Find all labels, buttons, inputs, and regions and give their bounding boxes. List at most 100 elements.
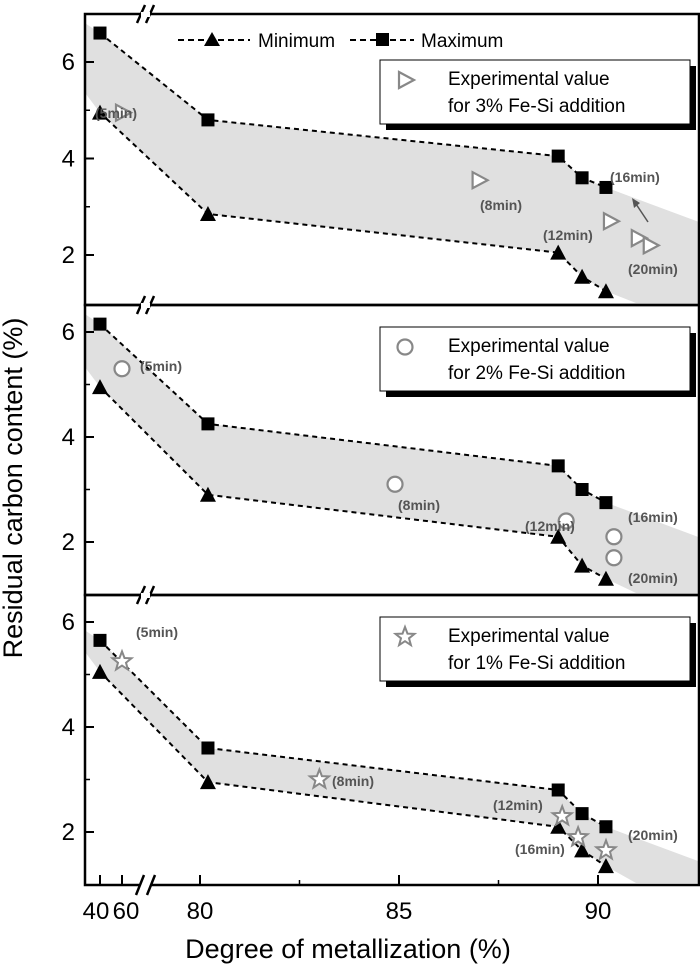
experimental-marker-middle-1 (386, 475, 404, 493)
experimental-label-middle-0: (5min) (140, 358, 182, 374)
experimental-label-bottom-4: (20min) (628, 827, 678, 843)
minimum-marker-middle-4 (597, 570, 614, 586)
maximum-marker-top-2 (551, 149, 565, 163)
annotation-arrow-line (635, 203, 649, 223)
maximum-marker-middle-3 (575, 483, 589, 496)
minimum-marker-top-0 (92, 104, 108, 120)
panel-frame-bottom (83, 593, 700, 887)
y-tick-label-top-4: 4 (62, 146, 75, 173)
legend-line1-middle: Experimental value (448, 336, 610, 357)
y-tick-label-middle-6: 6 (62, 319, 75, 346)
experimental-marker-top-2 (602, 211, 622, 232)
x-tick-label-0: 40 (83, 898, 110, 925)
experimental-marker-top-1 (471, 170, 490, 191)
band-top (85, 23, 700, 303)
experimental-label-bottom-0: (5min) (136, 624, 178, 640)
maximum-marker-bottom-0 (93, 633, 107, 647)
band-middle (85, 314, 700, 593)
maximum-marker-top-0 (93, 26, 107, 40)
legend-box-middle (379, 326, 691, 392)
experimental-marker-bottom-0 (109, 648, 135, 672)
legend-line2-top: for 3% Fe-Si addition (448, 96, 625, 117)
y-tick-label-middle-2: 2 (62, 529, 75, 556)
maximum-marker-bottom-1 (201, 741, 215, 755)
series-markers (92, 26, 662, 874)
experimental-marker-bottom-2 (549, 803, 575, 827)
maximum-marker-bottom-2 (551, 783, 565, 797)
experimental-marker-bottom-1 (307, 766, 332, 790)
axis-break-gap-top (141, 12, 150, 17)
legend-line1-top: Experimental value (448, 69, 610, 90)
legend-line2-middle: for 2% Fe-Si addition (448, 363, 625, 384)
experimental-label-middle-3: (16min) (628, 509, 678, 525)
maximum-marker-middle-4 (599, 496, 613, 510)
experimental-label-top-2: (12min) (543, 227, 593, 243)
y-axis-title: Residual carbon content (%) (0, 318, 28, 659)
legend-minimum-marker (204, 32, 220, 46)
legend-box-bottom (379, 616, 691, 682)
minimum-line-top (99, 111, 607, 293)
experimental-label-bottom-1: (8min) (332, 773, 374, 789)
legend-box-top (379, 59, 691, 125)
experimental-label-middle-2: (12min) (525, 518, 575, 534)
x-tick-label-2: 80 (187, 898, 214, 925)
experimental-label-bottom-2: (12min) (493, 797, 543, 813)
experimental-label-middle-1: (8min) (398, 497, 440, 513)
range-bands (85, 23, 700, 883)
y-tick-label-bottom-4: 4 (62, 714, 75, 741)
minimum-marker-top-4 (597, 283, 614, 299)
y-tick-label-top-6: 6 (62, 49, 75, 76)
band-bottom (85, 630, 700, 883)
x-axis-break (134, 874, 157, 896)
minimum-marker-middle-0 (92, 379, 108, 395)
y-tick-label-top-2: 2 (62, 242, 75, 269)
legend-line2-bottom: for 1% Fe-Si addition (448, 653, 625, 674)
experimental-label-top-3: (16min) (610, 169, 660, 185)
experimental-marker-top-3 (630, 228, 650, 248)
minimum-marker-bottom-3 (574, 842, 591, 858)
minimum-marker-top-2 (550, 244, 567, 260)
x-tick-label-1: 60 (113, 898, 140, 925)
minimum-marker-bottom-2 (550, 818, 567, 834)
legend-marker-bottom (392, 624, 418, 648)
experimental-marker-middle-2 (557, 512, 575, 530)
y-tick-label-bottom-2: 2 (62, 819, 75, 846)
experimental-marker-middle-0 (113, 360, 131, 378)
maximum-marker-top-4 (599, 180, 613, 194)
minimum-marker-middle-1 (199, 486, 216, 502)
maximum-marker-middle-2 (551, 459, 565, 473)
legend-top: Minimum Maximum (178, 31, 503, 52)
maximum-marker-bottom-3 (575, 807, 589, 821)
experimental-marker-top-0 (114, 102, 134, 123)
axis-break-gap-bottom (141, 593, 150, 598)
legend-maximum-marker (376, 33, 389, 46)
maximum-marker-bottom-4 (599, 820, 613, 834)
experimental-marker-top-4 (642, 235, 662, 256)
maximum-marker-middle-1 (201, 417, 215, 431)
experimental-label-top-0: (5min) (95, 105, 137, 121)
legend-minimum-label: Minimum (258, 31, 335, 52)
chart-labels: 2 4 6 (5min) (8min) (12min) (16min) (20min) Expe… (62, 49, 696, 925)
maximum-marker-middle-0 (93, 317, 107, 331)
experimental-label-top-1: (8min) (480, 197, 522, 213)
legend-line1-bottom: Experimental value (448, 626, 610, 647)
minimum-marker-bottom-1 (199, 774, 216, 790)
minimum-marker-bottom-4 (597, 858, 614, 874)
minimum-marker-top-3 (574, 268, 591, 284)
panel-frames (83, 4, 700, 896)
experimental-marker-middle-3 (605, 528, 623, 546)
experimental-label-bottom-3: (16min) (515, 841, 565, 857)
experimental-label-middle-4: (20min) (628, 570, 678, 586)
x-tick-label-4: 90 (585, 898, 612, 925)
legend-marker-top (397, 70, 417, 90)
maximum-marker-top-1 (201, 113, 215, 127)
minimum-marker-middle-2 (550, 528, 567, 544)
x-tick-label-3: 85 (386, 898, 413, 925)
legend-maximum-label: Maximum (421, 31, 503, 52)
experimental-marker-bottom-4 (593, 837, 619, 861)
y-tick-label-middle-4: 4 (62, 424, 75, 451)
x-axis-title: Degree of metallization (%) (185, 934, 511, 964)
annotation-arrow-head (632, 198, 640, 208)
experimental-marker-middle-4 (605, 549, 623, 567)
